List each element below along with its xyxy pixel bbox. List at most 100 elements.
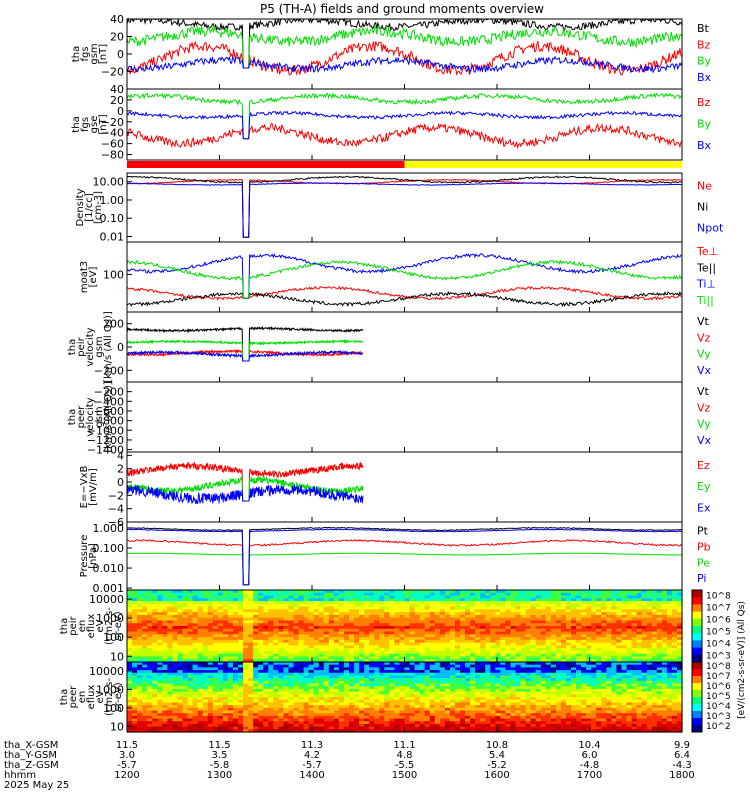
spec-cell bbox=[182, 592, 189, 597]
legend-vy: Vy bbox=[697, 348, 711, 361]
spec-cell bbox=[364, 672, 370, 677]
spec-cell bbox=[470, 656, 476, 660]
spec-cell bbox=[606, 702, 612, 706]
spec-cell bbox=[646, 617, 653, 622]
spec-cell bbox=[545, 650, 552, 655]
spec-cell bbox=[444, 648, 451, 652]
spec-cell bbox=[530, 699, 537, 703]
spec-cell bbox=[520, 702, 527, 706]
spec-cell bbox=[444, 634, 451, 638]
spec-cell bbox=[500, 650, 507, 655]
spec-cell bbox=[227, 631, 234, 635]
spec-cell bbox=[369, 670, 375, 674]
spec-cell bbox=[288, 650, 295, 655]
spec-cell bbox=[631, 631, 638, 635]
spec-cell bbox=[379, 659, 385, 663]
spec-cell bbox=[227, 609, 234, 613]
spec-cell bbox=[611, 702, 618, 706]
spec-cell bbox=[641, 590, 648, 594]
spec-cell bbox=[369, 598, 375, 602]
spec-cell bbox=[540, 697, 547, 701]
spec-cell bbox=[238, 634, 244, 638]
spec-cell bbox=[238, 612, 244, 616]
spec-cell bbox=[283, 612, 290, 616]
spec-cell bbox=[480, 702, 486, 706]
spec-cell bbox=[152, 592, 158, 597]
spec-cell bbox=[636, 659, 643, 663]
spec-cell bbox=[676, 675, 683, 679]
spec-cell bbox=[399, 617, 406, 622]
ylabel-line: [eV] bbox=[88, 267, 99, 288]
spec-cell bbox=[656, 691, 663, 695]
spec-cell bbox=[192, 648, 199, 652]
spec-cell bbox=[454, 672, 461, 677]
spec-cell bbox=[374, 620, 380, 624]
spec-cell bbox=[555, 606, 562, 610]
spec-cell bbox=[399, 699, 406, 703]
spec-cell bbox=[475, 612, 481, 616]
spec-cell bbox=[651, 670, 658, 674]
spec-cell bbox=[606, 697, 612, 701]
spec-cell bbox=[338, 675, 345, 679]
spec-cell bbox=[535, 697, 542, 701]
spec-cell bbox=[379, 664, 385, 668]
spec-cell bbox=[409, 609, 416, 613]
spec-cell bbox=[278, 672, 285, 677]
spec-cell bbox=[661, 705, 668, 709]
spec-cell bbox=[232, 598, 239, 602]
spec-cell bbox=[606, 601, 612, 605]
spec-cell bbox=[273, 612, 279, 616]
spec-cell bbox=[596, 648, 602, 652]
spec-cell bbox=[263, 645, 269, 649]
spec-cell bbox=[641, 595, 648, 599]
spec-cell bbox=[500, 648, 507, 652]
spec-cell bbox=[560, 601, 567, 605]
legend-ti: Ti|| bbox=[696, 294, 714, 307]
spec-cell bbox=[666, 667, 673, 671]
spec-cell bbox=[293, 659, 300, 663]
spec-cell bbox=[323, 623, 330, 627]
spec-cell bbox=[621, 680, 628, 685]
spec-cell bbox=[318, 639, 325, 644]
spec-cell bbox=[409, 634, 416, 638]
spec-cell bbox=[338, 609, 345, 613]
spec-cell bbox=[560, 626, 567, 630]
spec-cell bbox=[576, 697, 582, 701]
spec-cell bbox=[162, 653, 168, 658]
spec-cell bbox=[495, 672, 501, 677]
spec-cell bbox=[545, 637, 552, 641]
spec-cell bbox=[394, 631, 401, 635]
spec-cell bbox=[626, 623, 633, 627]
spec-cell bbox=[535, 667, 542, 671]
spec-cell bbox=[303, 612, 310, 616]
spec-cell bbox=[258, 659, 264, 663]
spec-cell bbox=[596, 702, 602, 706]
spec-cell bbox=[132, 637, 138, 641]
spec-cell bbox=[379, 631, 385, 635]
spec-cell bbox=[162, 694, 168, 698]
spec-cell bbox=[354, 667, 360, 671]
spec-cell bbox=[137, 678, 143, 682]
spec-cell bbox=[328, 642, 335, 646]
spec-cell bbox=[318, 595, 325, 599]
ytick-label: −200 bbox=[94, 386, 124, 399]
spec-cell bbox=[424, 609, 431, 613]
spec-cell bbox=[460, 628, 466, 633]
spec-cell bbox=[399, 686, 406, 690]
spec-cell bbox=[460, 705, 466, 709]
spec-cell bbox=[555, 664, 562, 668]
spec-cell bbox=[480, 617, 486, 622]
spec-cell bbox=[359, 590, 365, 594]
spec-cell bbox=[182, 637, 189, 641]
spec-cell bbox=[308, 601, 315, 605]
spec-cell bbox=[172, 606, 179, 610]
spec-cell bbox=[535, 639, 542, 644]
spec-cell bbox=[243, 653, 249, 658]
spec-cell bbox=[505, 642, 512, 646]
spec-cell bbox=[354, 683, 360, 687]
spec-cell bbox=[500, 592, 507, 597]
spec-cell bbox=[202, 642, 209, 646]
spec-cell bbox=[273, 702, 279, 706]
spec-cell bbox=[449, 601, 456, 605]
spec-cell bbox=[434, 675, 441, 679]
